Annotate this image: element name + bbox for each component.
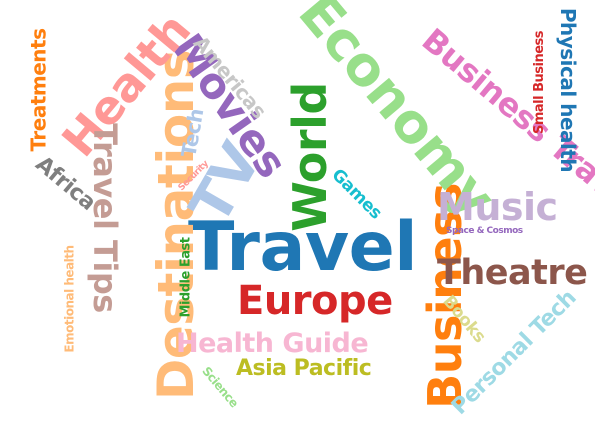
word-science[interactable]: Science xyxy=(199,363,242,411)
word-travel[interactable]: Travel xyxy=(188,208,418,287)
word-emotional-health[interactable]: Emotional health xyxy=(62,245,77,353)
word-travel-tips[interactable]: Travel Tips xyxy=(85,123,124,313)
word-theatre[interactable]: Theatre xyxy=(437,253,588,293)
word-health-guide[interactable]: Health Guide xyxy=(176,328,369,359)
word-physical-health[interactable]: Physical health xyxy=(556,7,581,173)
word-music[interactable]: Music xyxy=(437,185,558,229)
word-treatments[interactable]: Treatments xyxy=(26,28,51,152)
word-space-cosmos[interactable]: Space & Cosmos xyxy=(446,226,523,236)
word-middle-east[interactable]: Middle East xyxy=(178,237,194,318)
word-world[interactable]: World xyxy=(282,82,337,232)
word-europe[interactable]: Europe xyxy=(237,278,393,324)
word-asia-pacific[interactable]: Asia Pacific xyxy=(236,356,372,381)
word-small-business[interactable]: Small Business xyxy=(532,30,548,135)
